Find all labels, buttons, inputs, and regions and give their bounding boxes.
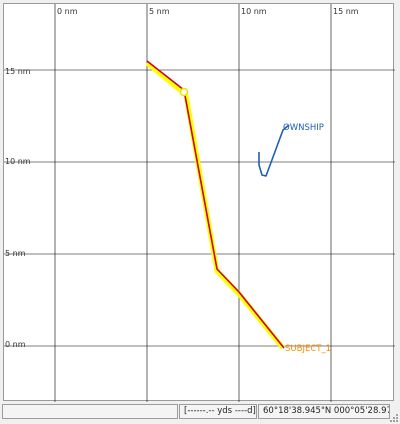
subject-track-label: SUBJECT_1: [285, 344, 331, 354]
status-bar: [------.-- yds ----d] 60°18'38.945"N 000…: [0, 402, 400, 424]
ownship-track[interactable]: OWNSHIP: [258, 123, 324, 177]
x-tick-label: 0 nm: [57, 7, 78, 16]
x-tick-label: 5 nm: [149, 7, 170, 16]
y-tick-label: 15 nm: [5, 67, 31, 76]
subject-track[interactable]: SUBJECT_1: [145, 60, 331, 354]
plot-area[interactable]: 0 nm 5 nm 10 nm 15 nm 15 nm 10 nm 5 nm 0…: [3, 3, 395, 402]
range-bearing-readout: [------.-- yds ----d]: [179, 404, 257, 419]
y-tick-label: 0 nm: [5, 340, 26, 349]
grid: [4, 4, 395, 402]
x-tick-label: 10 nm: [241, 7, 267, 16]
ownship-track-label: OWNSHIP: [283, 123, 324, 133]
x-tick-label: 15 nm: [333, 7, 359, 16]
subject-track-highlight: [145, 61, 285, 350]
axis-labels: 0 nm 5 nm 10 nm 15 nm 15 nm 10 nm 5 nm 0…: [5, 7, 359, 349]
plot-canvas[interactable]: 0 nm 5 nm 10 nm 15 nm 15 nm 10 nm 5 nm 0…: [4, 4, 395, 402]
y-tick-label: 5 nm: [5, 249, 26, 258]
status-message-panel: [2, 404, 178, 419]
y-tick-label: 10 nm: [5, 157, 31, 166]
subject-position-marker[interactable]: [179, 87, 189, 97]
cursor-position-readout: 60°18'38.945"N 000°05'28.975"E: [258, 404, 390, 419]
resize-grip-icon[interactable]: [389, 413, 399, 423]
ownship-track-line: [258, 124, 290, 177]
subject-track-line: [146, 60, 285, 349]
